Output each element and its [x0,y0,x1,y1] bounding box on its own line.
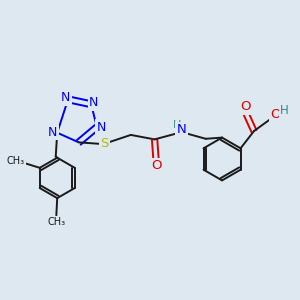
Text: O: O [151,159,161,172]
Text: N: N [89,96,98,109]
Text: H: H [280,104,289,117]
Text: N: N [176,123,186,136]
Text: N: N [61,91,70,104]
Text: O: O [270,108,281,121]
Text: N: N [97,121,106,134]
Text: S: S [100,137,108,150]
Text: N: N [48,126,57,139]
Text: O: O [240,100,250,113]
Text: H: H [172,119,181,130]
Text: CH₃: CH₃ [47,217,65,227]
Text: CH₃: CH₃ [7,156,25,166]
